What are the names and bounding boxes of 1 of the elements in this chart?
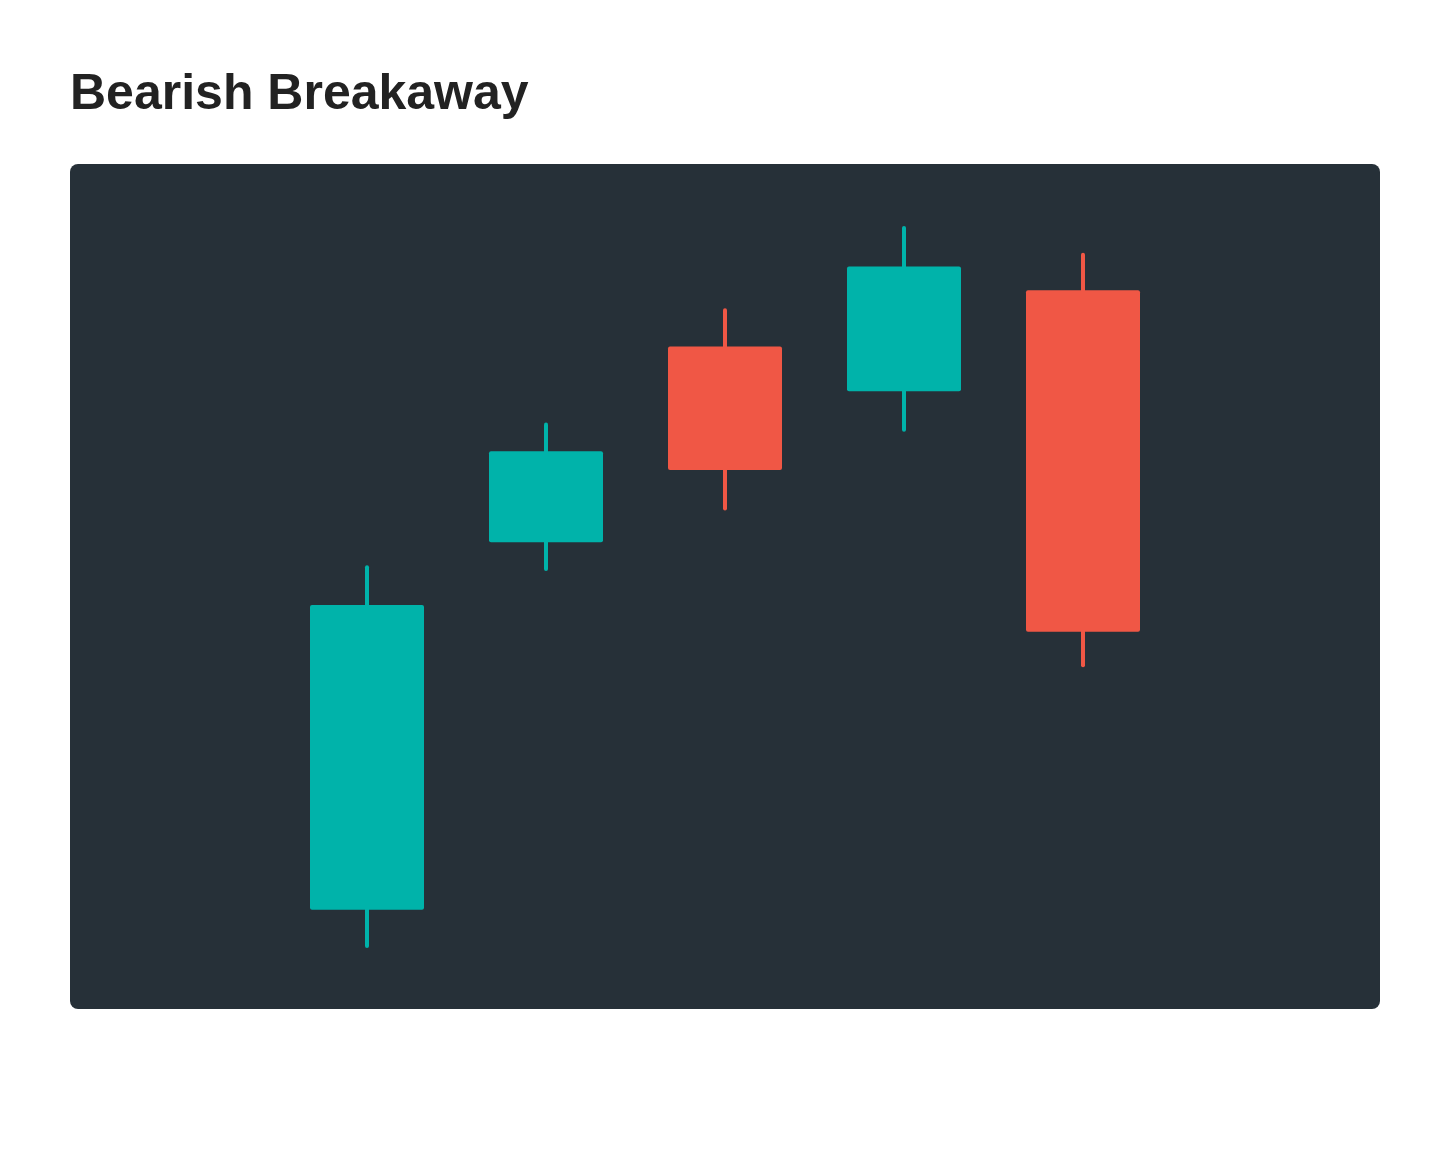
chart-title: Bearish Breakaway — [70, 63, 529, 121]
